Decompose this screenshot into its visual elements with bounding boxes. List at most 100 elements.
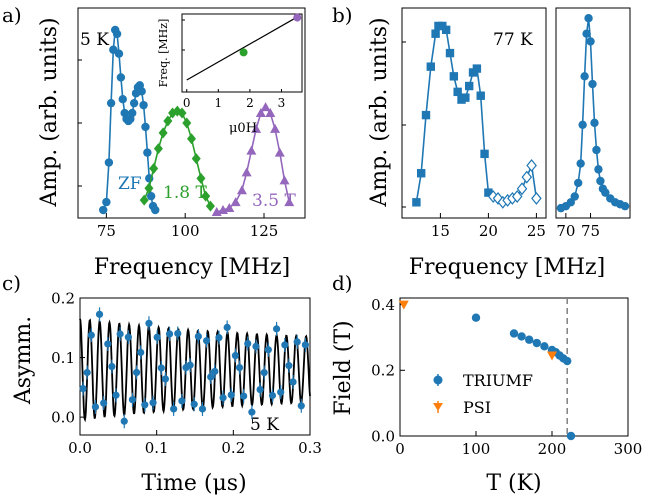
panel-b-left-series-1-point [511,190,523,203]
panel-d-series-1-point [398,300,409,310]
panel-c-point [215,334,223,342]
panel-a-inset: 0 1 2 3 [181,13,303,110]
y-label-c: Asymm. [11,316,36,405]
panel-a-spectra: 75 100 125 [77,7,306,240]
inset-x-2-tick-label: 2 [246,96,254,110]
panel-a-series-0-point [146,191,156,201]
panel-b-left-series-0-point [480,149,489,159]
panel-a-series-1-point [187,133,196,145]
panel-a-series-0-point [128,108,137,118]
panel-a-series-0-point [99,205,108,215]
panel-c-point [194,332,202,341]
panel-a-x-125-tick-label: 125 [250,222,279,240]
panel-b-right-series-0-point [584,14,593,23]
panel-b-right-series-0-point [586,37,595,46]
panel-d-series-0-point [532,338,541,348]
panel-b-right-series-0-point [582,29,591,38]
panel-d-series-0-point [566,431,576,441]
panel-b-right-frame [555,7,631,219]
panel-a-series-2-point [279,175,290,185]
panel-c-point [260,368,268,377]
y-label-d: Field (T) [331,320,356,415]
panel-a-series-1-point [182,117,192,129]
panel-d-x-300-tick-label: 300 [614,440,643,458]
panel-c-point [170,405,178,413]
panel-a-series-2-point [274,147,285,157]
panel-d-y-0.2-tick-label: 0.2 [371,362,395,380]
annotation-5k-c: 5 K [250,415,279,435]
inset-x-0-tick-label: 0 [183,96,191,110]
panel-b-left-series-1-point [526,159,537,172]
panel-a-series-0-point [116,73,126,82]
annotation-1-8t: 1.8 T [163,183,207,203]
panel-a-series-2-point [251,123,262,133]
panel-c-point [202,337,211,345]
legend-psi-marker [433,403,443,411]
panel-d-y-0-tick-label: 0.0 [371,427,395,445]
annotation-77k: 77 K [493,30,533,50]
panel-a-series-0-point [114,49,124,58]
panel-b-left-series-0-point [421,110,431,120]
panel-b-left-series-0-point [484,188,493,197]
panel-c-point [223,323,231,331]
panel-c-point [272,325,281,333]
panel-d-series-0-point [471,313,481,322]
panel-b-right-series-0-point [594,165,603,174]
panel-c-point [141,401,149,409]
inset-point-1 [293,13,302,22]
panel-c-point [190,400,198,408]
annotation-zf: ZF [118,174,142,194]
panel-label-b: b) [332,3,353,27]
panel-a-series-0-point [129,98,139,108]
panel-c-point [211,367,219,376]
panel-c-point [178,397,186,405]
panel-a-series-1-point [144,182,154,194]
panel-b-left-x-20-tick-label: 20 [479,222,498,240]
panel-b-right-series-0-point [574,178,583,188]
panel-b-left-spectrum: 15 20 25 [401,7,547,240]
panel-c-y-0.2-tick-label: 0.2 [51,289,75,307]
panel-c-y-0-tick-label: 0.0 [51,408,75,426]
inset-x-1-tick-label: 1 [214,96,222,110]
panel-a-series-2-point [224,203,235,213]
panel-b-left-series-0-point [476,91,485,100]
panel-a-series-1-point [158,127,168,139]
panel-c-point [95,310,104,318]
panel-d-series-0-point [509,329,519,338]
panel-d-x-200-tick-label: 200 [538,440,567,458]
panel-c-point [207,373,215,381]
legend-psi-label: PSI [463,398,491,417]
panel-c-point [132,368,141,377]
panel-d-y-0.4-tick-label: 0.4 [371,296,395,314]
x-label-a: Frequency [MHz] [94,255,290,280]
panel-c-point [91,403,100,411]
panel-b-right-series-0-point [570,192,579,201]
panel-a-x-100-tick-label: 100 [171,222,200,240]
panel-d-series-0-point [525,335,534,344]
panel-c-point [112,391,120,399]
panel-b-right-x-70-tick-label: 70 [556,222,575,240]
panel-c-point [244,339,252,348]
panel-c-point [268,391,277,400]
panel-a-series-1-point [139,194,149,206]
panel-c-point [149,399,157,407]
panel-b-left-x-15-tick-label: 15 [431,222,450,240]
panel-a-series-0-point [139,100,148,110]
panel-c-point [161,375,170,383]
panel-c-point [264,346,272,354]
panel-a-series-1-point [205,200,215,212]
panel-c-point [165,330,174,338]
panel-b-right-series-0-point [580,72,589,81]
panel-c-frame [79,297,311,436]
panel-c-point [124,333,132,341]
panel-a-series-1-point [191,153,201,165]
inset-point-0 [239,48,248,57]
panel-b-left-series-1-point [521,170,533,184]
panel-c-point [145,319,153,327]
panel-a-series-2-point [236,185,247,195]
panel-c-point [120,417,128,425]
panel-a-series-2-point [230,197,241,207]
panel-c-point [281,341,289,349]
panel-b-left-series-0-point [431,29,440,38]
panel-d-x-0-tick-label: 0 [395,440,405,458]
